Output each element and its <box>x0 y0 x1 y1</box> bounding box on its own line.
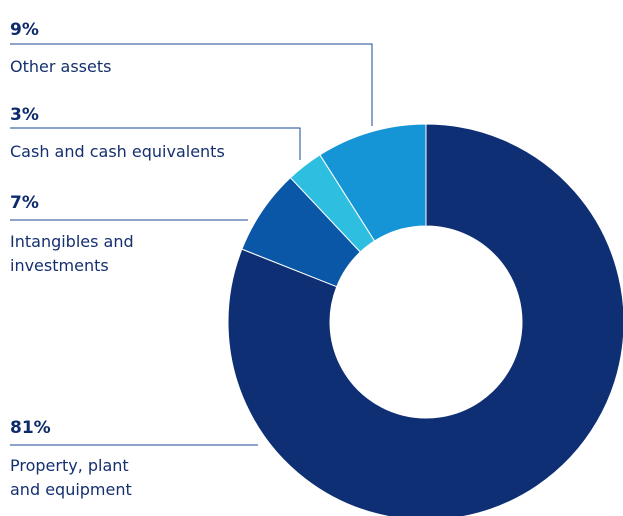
slice-labels: 81% Property, plant and equipment 7% Intangi… <box>10 20 225 499</box>
donut-slices <box>228 124 623 516</box>
pct-label-other-assets: 9% <box>10 20 39 40</box>
pct-label-property-plant-and-equipment: 81% <box>10 418 51 438</box>
pct-label-intangibles-and-investments: 7% <box>10 193 39 213</box>
category-label-cash-and-cash-equivalents: Cash and cash equivalents <box>10 142 225 161</box>
pct-label-cash-and-cash-equivalents: 3% <box>10 105 39 125</box>
category-label-property-plant-and-equipment: Property, plant and equipment <box>10 456 132 499</box>
category-label-other-assets: Other assets <box>10 57 111 76</box>
category-label-intangibles-and-investments: Intangibles and investments <box>10 232 134 275</box>
